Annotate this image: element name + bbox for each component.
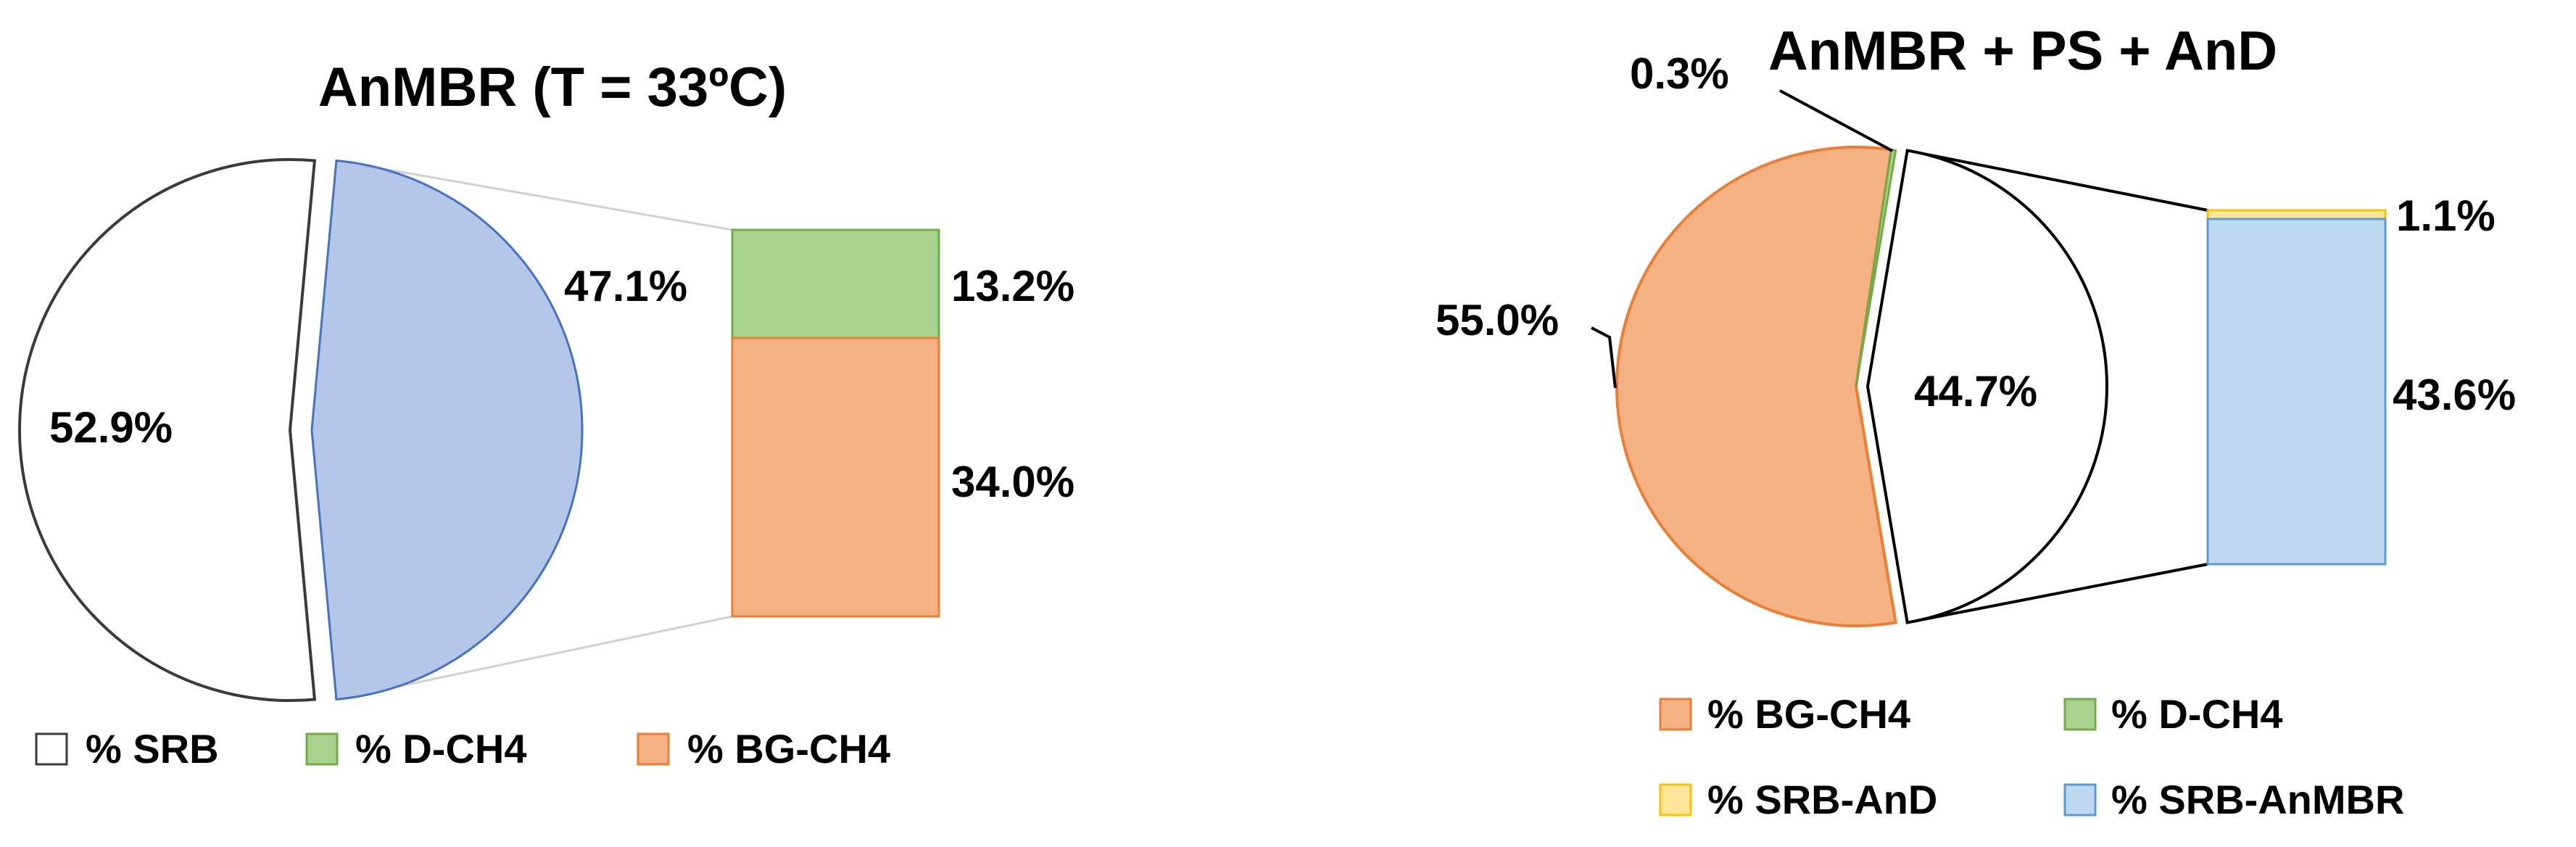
chart-1-legend-swatch-d-ch4 xyxy=(305,732,339,766)
chart-2: AnMBR + PS + AnD 0.3% 55.0% 44.7% 1.1% 4… xyxy=(1436,20,2516,822)
chart-2-slice-label-bg-ch4: 55.0% xyxy=(1436,296,1559,344)
chart-2-title: AnMBR + PS + AnD xyxy=(1768,20,2277,82)
chart-1-bar-d-ch4 xyxy=(731,228,940,339)
chart-2-legend-label-srb-anmbr: % SRB-AnMBR xyxy=(2111,777,2404,822)
chart-2-slice-label-d-ch4: 0.3% xyxy=(1630,49,1729,98)
chart-2-legend-label-d-ch4: % D-CH4 xyxy=(2111,691,2282,737)
chart-1-slice-label-ch4-total: 47.1% xyxy=(564,262,687,310)
chart-2-connector-top xyxy=(1907,149,2208,212)
chart-2-legend-swatch-srb-anmbr xyxy=(2063,783,2097,817)
chart-2-leader-d-ch4 xyxy=(1779,89,1893,152)
chart-1-slice-srb xyxy=(18,158,317,702)
chart-2-bar-srb-anmbr xyxy=(2206,218,2387,566)
chart-2-bar-label-srb-anmbr: 43.6% xyxy=(2393,371,2516,419)
chart-1: AnMBR (T = 33ºC) 52.9% 47.1% 13.2% 34.0%… xyxy=(18,57,1074,772)
chart-2-slice-bg-ch4 xyxy=(1615,146,1897,627)
chart-2-legend-swatch-d-ch4 xyxy=(2063,698,2097,731)
chart-1-slice-label-srb: 52.9% xyxy=(49,403,173,452)
chart-1-title: AnMBR (T = 33ºC) xyxy=(318,57,787,118)
chart-1-legend-label-bg-ch4: % BG-CH4 xyxy=(687,726,890,772)
chart-2-connector-bottom xyxy=(1907,563,2208,624)
chart-2-bar-srb-and xyxy=(2206,209,2387,220)
chart-2-slice-srb-total xyxy=(1865,149,2108,624)
chart-1-bar-bg-ch4 xyxy=(731,336,940,618)
chart-1-connector-top xyxy=(336,160,733,231)
chart-2-legend-label-srb-and: % SRB-AnD xyxy=(1707,777,1937,822)
chart-1-legend-label-d-ch4: % D-CH4 xyxy=(355,726,526,772)
chart-1-bar-label-d-ch4: 13.2% xyxy=(951,262,1074,310)
chart-1-slice-ch4-total xyxy=(310,159,584,701)
chart-2-slice-label-srb-total: 44.7% xyxy=(1914,367,2037,416)
chart-2-bar-label-srb-and: 1.1% xyxy=(2396,191,2496,240)
chart-2-legend-swatch-srb-and xyxy=(1659,783,1692,817)
chart-1-legend-swatch-srb xyxy=(35,732,68,766)
chart-1-legend-swatch-bg-ch4 xyxy=(637,732,670,766)
chart-2-leader-bg-ch4 xyxy=(1591,326,1617,389)
chart-2-legend-label-bg-ch4: % BG-CH4 xyxy=(1707,691,1910,737)
chart-1-bar-label-bg-ch4: 34.0% xyxy=(951,458,1074,506)
chart-1-legend-label-srb: % SRB xyxy=(86,726,219,772)
chart-2-legend-swatch-bg-ch4 xyxy=(1659,698,1692,731)
